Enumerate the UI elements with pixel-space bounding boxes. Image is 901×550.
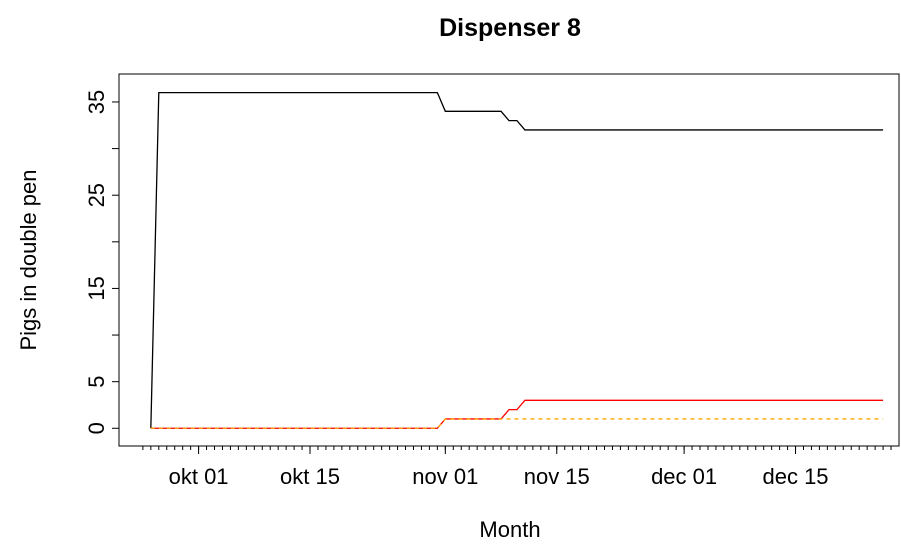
y-tick-label: 35 xyxy=(84,90,109,114)
y-tick-label: 25 xyxy=(84,183,109,207)
x-tick-label: nov 01 xyxy=(412,464,478,489)
x-tick-label: okt 15 xyxy=(280,464,340,489)
chart-title: Dispenser 8 xyxy=(439,14,581,42)
y-axis-label: Pigs in double pen xyxy=(16,169,41,350)
x-tick-label: dec 15 xyxy=(762,464,828,489)
y-tick-label: 15 xyxy=(84,276,109,300)
y-tick-label: 0 xyxy=(84,422,109,434)
x-tick-label: nov 15 xyxy=(524,464,590,489)
series-line xyxy=(150,418,884,429)
x-axis-label: Month xyxy=(479,517,540,542)
x-tick-label: okt 01 xyxy=(169,464,229,489)
series-line xyxy=(150,91,884,429)
x-tick-label: dec 01 xyxy=(651,464,717,489)
y-tick-label: 5 xyxy=(84,376,109,388)
series-line xyxy=(150,399,884,429)
